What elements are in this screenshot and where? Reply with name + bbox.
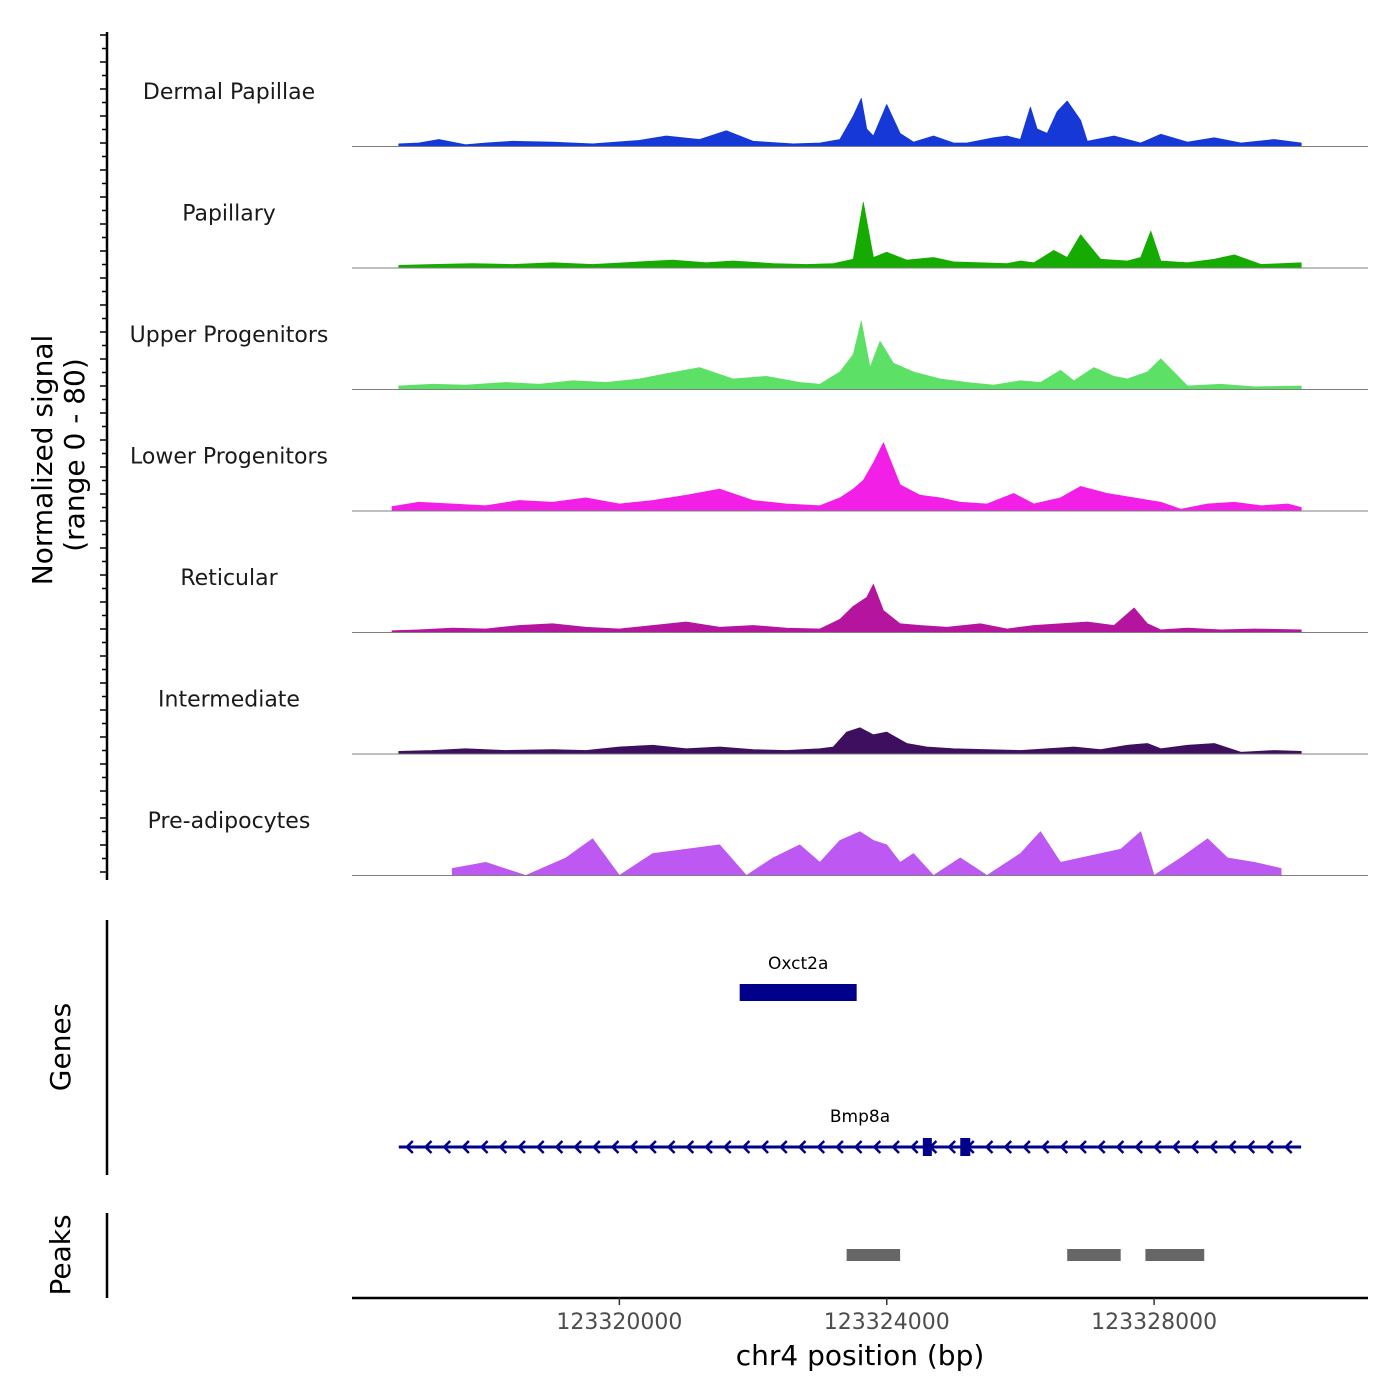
gene-exon-bmp8a (922, 1138, 932, 1156)
strand-arrow (405, 1140, 414, 1154)
strand-arrow (535, 1140, 545, 1154)
strand-arrow (479, 1140, 489, 1154)
strand-arrow (872, 1140, 882, 1154)
strand-arrow (1003, 1140, 1013, 1154)
track-label: Pre-adipocytes (148, 809, 311, 834)
strand-arrow (442, 1140, 452, 1154)
strand-arrow (1190, 1140, 1200, 1154)
track-label: Lower Progenitors (130, 445, 328, 470)
signal-track-dermal-papillae (398, 98, 1302, 147)
strand-arrow (704, 1140, 713, 1154)
gene-exon-bmp8a (960, 1138, 971, 1156)
strand-arrow (498, 1140, 508, 1154)
strand-arrow (891, 1140, 900, 1154)
strand-arrow (1283, 1140, 1293, 1154)
track-label: Papillary (182, 202, 276, 227)
peak-region (1067, 1249, 1121, 1261)
gene-label: Oxct2a (768, 954, 828, 974)
strand-arrow (1265, 1140, 1274, 1154)
strand-arrow (1209, 1140, 1218, 1154)
signal-track-pre-adipocytes (451, 831, 1282, 876)
strand-arrow (554, 1140, 564, 1154)
strand-arrow (1227, 1140, 1237, 1154)
x-tick-label: 123328000 (1091, 1310, 1217, 1335)
strand-arrow (423, 1140, 433, 1154)
x-tick-label: 123324000 (824, 1310, 950, 1335)
peak-regions (846, 1249, 1205, 1261)
strand-arrow (1246, 1140, 1256, 1154)
strand-arrow (835, 1140, 844, 1154)
x-axis-title: chr4 position (bp) (736, 1339, 985, 1372)
strand-arrow (610, 1140, 620, 1154)
strand-arrow (1040, 1140, 1050, 1154)
strand-arrow (853, 1140, 863, 1154)
track-labels: Dermal Papillae Papillary Upper Progenitor… (130, 80, 329, 834)
signal-y-ticks (100, 34, 107, 873)
strand-arrow (648, 1140, 657, 1154)
strand-arrow (592, 1140, 601, 1154)
strand-arrow (947, 1140, 956, 1154)
strand-arrow (816, 1140, 826, 1154)
strand-arrow (1153, 1140, 1162, 1154)
strand-arrow (741, 1140, 751, 1154)
signal-track-reticular (391, 584, 1302, 633)
strand-arrow (1115, 1140, 1125, 1154)
y-axis-title-line2: (range 0 - 80) (58, 358, 91, 552)
track-label: Reticular (180, 566, 278, 591)
peak-region (1145, 1249, 1205, 1261)
strand-arrow (1059, 1140, 1069, 1154)
signal-track-lower-progenitors (391, 442, 1302, 512)
track-label: Intermediate (158, 688, 300, 713)
strand-arrow (685, 1140, 695, 1154)
strand-arrow (629, 1140, 639, 1154)
strand-arrow (909, 1140, 919, 1154)
strand-arrow (760, 1140, 769, 1154)
signal-track-upper-progenitors (398, 320, 1302, 390)
strand-arrow (517, 1140, 526, 1154)
track-label: Dermal Papillae (143, 80, 315, 105)
signal-track-papillary (398, 202, 1302, 269)
strand-arrow (722, 1140, 732, 1154)
gene-exon-oxct2a (739, 984, 857, 1001)
strand-arrow (1022, 1140, 1031, 1154)
peaks-axis-title: Peaks (44, 1214, 77, 1295)
gene-annotations: Oxct2a Bmp8a (398, 954, 1302, 1156)
strand-arrow (666, 1140, 676, 1154)
signal-tracks (352, 98, 1368, 876)
x-tick-label: 123320000 (556, 1310, 682, 1335)
strand-arrow (797, 1140, 807, 1154)
strand-arrow (573, 1140, 582, 1154)
strand-arrow (1078, 1140, 1087, 1154)
gene-label: Bmp8a (830, 1107, 890, 1127)
strand-arrow (1096, 1140, 1106, 1154)
peak-region (846, 1249, 901, 1261)
strand-arrow (984, 1140, 994, 1154)
signal-y-axis (100, 32, 109, 880)
x-axis-ticks: 123320000 123324000 123328000 (556, 1298, 1217, 1335)
strand-arrow (461, 1140, 470, 1154)
strand-arrow (1134, 1140, 1143, 1154)
strand-arrow (779, 1140, 788, 1154)
strand-arrow (1171, 1140, 1181, 1154)
genes-axis-title: Genes (44, 1003, 77, 1091)
signal-track-intermediate (398, 727, 1302, 755)
y-axis-title-line1: Normalized signal (26, 335, 59, 586)
track-label: Upper Progenitors (130, 323, 329, 348)
